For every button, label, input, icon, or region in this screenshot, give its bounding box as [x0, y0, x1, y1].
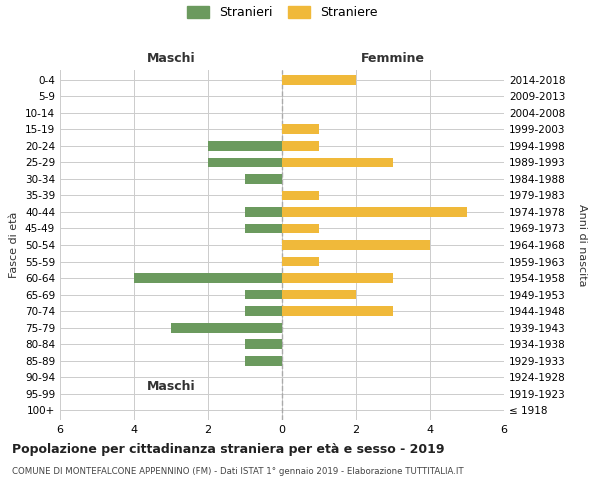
Bar [282, 141, 319, 151]
Text: Maschi: Maschi [146, 52, 196, 65]
Bar [245, 207, 282, 217]
Bar [245, 339, 282, 349]
Bar [245, 224, 282, 234]
Bar [245, 306, 282, 316]
Bar [208, 158, 282, 168]
Y-axis label: Fasce di età: Fasce di età [10, 212, 19, 278]
Text: Femmine: Femmine [361, 52, 425, 65]
Bar [282, 158, 393, 168]
Bar [282, 75, 356, 85]
Bar [282, 256, 319, 266]
Y-axis label: Anni di nascita: Anni di nascita [577, 204, 587, 286]
Bar [282, 306, 393, 316]
Bar [282, 190, 319, 200]
Bar [282, 224, 319, 234]
Bar [171, 322, 282, 332]
Bar [208, 141, 282, 151]
Bar [282, 207, 467, 217]
Bar [134, 273, 282, 283]
Bar [282, 124, 319, 134]
Text: Popolazione per cittadinanza straniera per età e sesso - 2019: Popolazione per cittadinanza straniera p… [12, 442, 445, 456]
Bar [245, 290, 282, 300]
Bar [245, 356, 282, 366]
Bar [245, 174, 282, 184]
Text: COMUNE DI MONTEFALCONE APPENNINO (FM) - Dati ISTAT 1° gennaio 2019 - Elaborazion: COMUNE DI MONTEFALCONE APPENNINO (FM) - … [12, 468, 464, 476]
Bar [282, 290, 356, 300]
Bar [282, 273, 393, 283]
Legend: Stranieri, Straniere: Stranieri, Straniere [180, 0, 384, 26]
Bar [282, 240, 430, 250]
Text: Maschi: Maschi [146, 380, 196, 394]
